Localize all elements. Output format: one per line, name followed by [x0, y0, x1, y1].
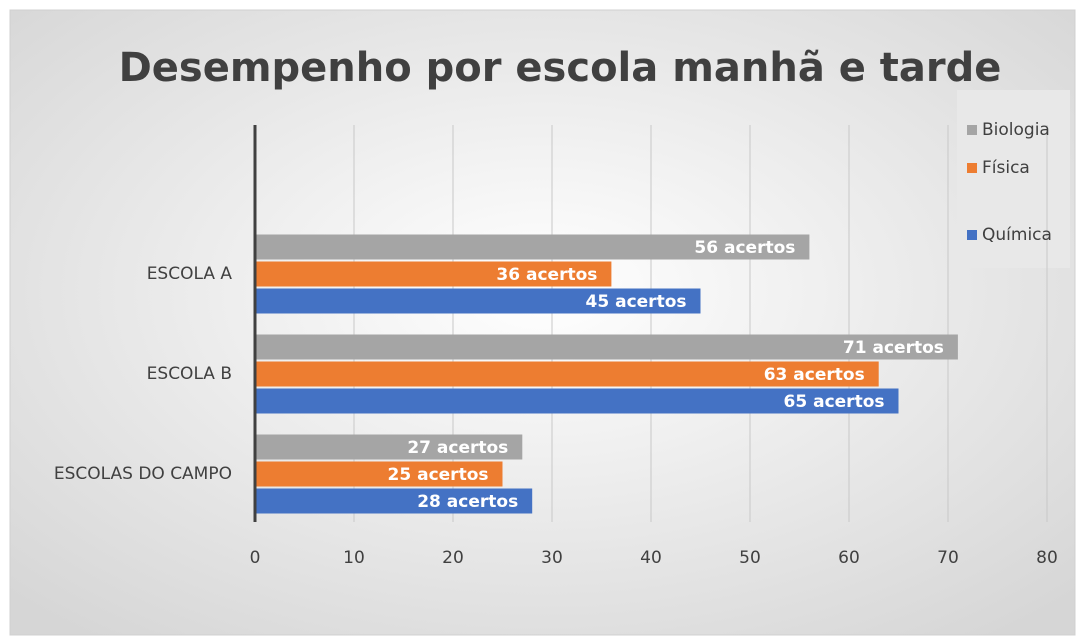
- bar: [255, 334, 958, 360]
- x-tick-label: 40: [640, 548, 662, 568]
- legend-label: Física: [982, 158, 1030, 178]
- value-label: 65 acertos: [784, 392, 885, 412]
- x-tick-label: 0: [250, 548, 261, 568]
- bar: [255, 234, 810, 260]
- chart-title: Desempenho por escola manhã e tarde: [119, 45, 1002, 91]
- x-tick-label: 50: [739, 548, 761, 568]
- legend-label: Química: [982, 225, 1052, 245]
- value-label: 63 acertos: [764, 365, 865, 385]
- legend-swatch: [967, 163, 977, 173]
- x-tick-label: 30: [541, 548, 563, 568]
- value-label: 71 acertos: [843, 338, 944, 358]
- y-tick-label: ESCOLA A: [147, 264, 233, 284]
- value-label: 25 acertos: [388, 465, 489, 485]
- value-label: 28 acertos: [417, 492, 518, 512]
- legend-swatch: [967, 125, 977, 135]
- x-tick-label: 20: [442, 548, 464, 568]
- bar: [255, 288, 701, 314]
- x-tick-label: 70: [937, 548, 959, 568]
- legend-swatch: [967, 230, 977, 240]
- x-tick-label: 60: [838, 548, 860, 568]
- legend-label: Biologia: [982, 120, 1050, 140]
- bar: [255, 461, 503, 487]
- y-tick-label: ESCOLAS DO CAMPO: [54, 464, 232, 484]
- x-tick-label: 10: [343, 548, 365, 568]
- y-tick-label: ESCOLA B: [147, 364, 232, 384]
- bar: [255, 361, 879, 387]
- bar: [255, 261, 612, 287]
- bar: [255, 434, 523, 460]
- bar: [255, 488, 533, 514]
- bar: [255, 388, 899, 414]
- value-label: 27 acertos: [407, 438, 508, 458]
- value-label: 56 acertos: [694, 238, 795, 258]
- value-label: 45 acertos: [586, 292, 687, 312]
- value-label: 36 acertos: [496, 265, 597, 285]
- background: [9, 9, 1076, 636]
- x-tick-label: 80: [1036, 548, 1058, 568]
